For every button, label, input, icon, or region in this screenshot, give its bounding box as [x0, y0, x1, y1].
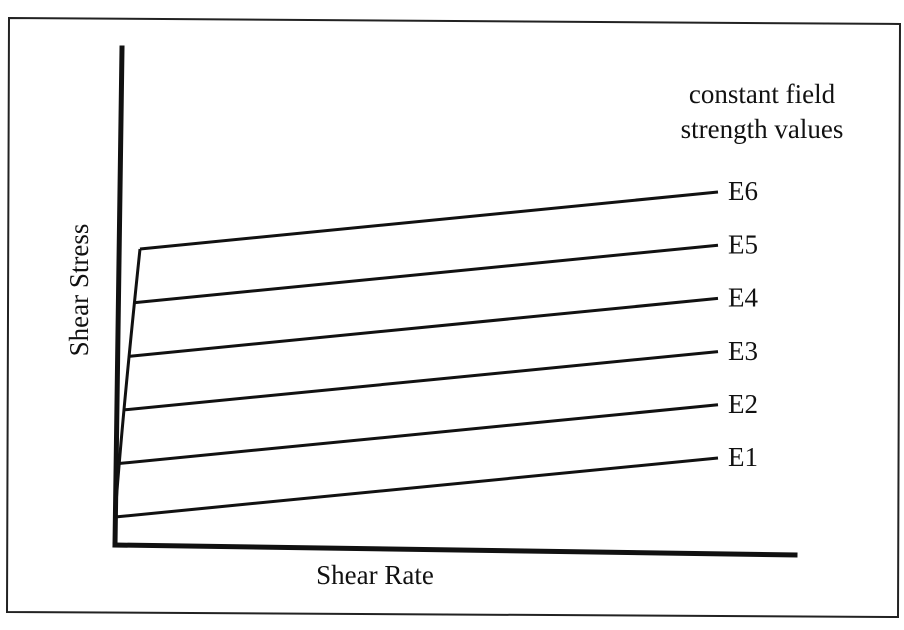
field-line: [129, 296, 719, 358]
field-line: [119, 403, 719, 465]
annotation-line: constant field: [689, 79, 836, 109]
line-label: E5: [728, 229, 758, 259]
field-line: [139, 190, 719, 251]
line-label: E1: [728, 442, 758, 472]
y-axis: [112, 45, 125, 548]
line-label: E2: [728, 389, 758, 419]
x-axis-label: Shear Rate: [316, 560, 434, 590]
annotation-line: strength values: [681, 114, 844, 144]
frame: [5, 16, 902, 619]
field-line: [134, 243, 719, 305]
field-line: [124, 350, 719, 412]
line-label: E3: [728, 336, 758, 366]
line-label: E6: [728, 176, 758, 206]
field-lines: E6 E5 E4 E3 E2 E1: [114, 176, 758, 519]
field-line: [114, 456, 719, 519]
line-label: E4: [728, 283, 758, 313]
y-axis-label: Shear Stress: [64, 224, 94, 357]
yield-curve: [113, 248, 142, 518]
x-axis: [112, 542, 798, 558]
